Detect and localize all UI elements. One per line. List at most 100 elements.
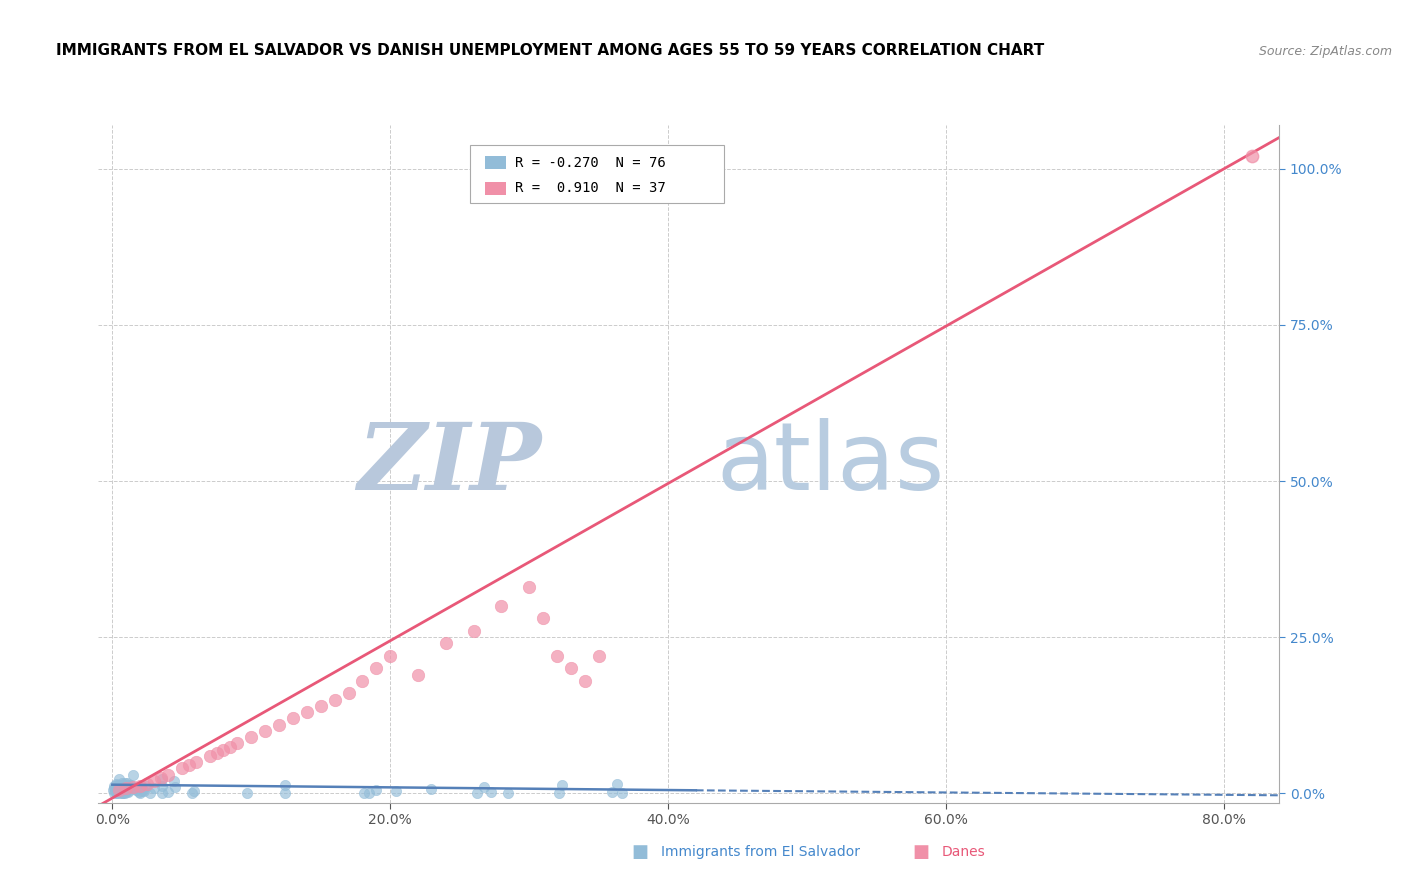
Point <box>108 772 131 787</box>
Point <box>152 772 174 787</box>
Point <box>117 785 139 799</box>
Point <box>103 780 125 795</box>
Point <box>1240 149 1263 163</box>
Point <box>112 782 135 797</box>
Point <box>129 783 152 797</box>
Text: IMMIGRANTS FROM EL SALVADOR VS DANISH UNEMPLOYMENT AMONG AGES 55 TO 59 YEARS COR: IMMIGRANTS FROM EL SALVADOR VS DANISH UN… <box>56 43 1045 58</box>
Point <box>111 786 134 800</box>
Point <box>240 730 263 744</box>
Point <box>104 784 127 798</box>
Point <box>129 779 152 793</box>
Point <box>135 779 157 793</box>
Point <box>353 786 375 800</box>
Point <box>219 739 242 754</box>
Point <box>108 783 131 797</box>
Point <box>107 786 129 800</box>
Point <box>108 779 131 793</box>
Point <box>323 692 346 706</box>
Point <box>463 624 485 638</box>
Point <box>122 780 145 794</box>
FancyBboxPatch shape <box>471 145 724 202</box>
Point <box>117 783 139 797</box>
Point <box>212 742 235 756</box>
Point <box>125 783 148 797</box>
Point <box>114 780 136 794</box>
Point <box>600 785 623 799</box>
Point <box>149 771 172 785</box>
Point <box>366 661 388 675</box>
Point <box>156 767 179 781</box>
Point <box>143 773 166 788</box>
Point <box>198 748 221 763</box>
Point <box>142 780 165 795</box>
Point <box>105 786 128 800</box>
Point <box>114 786 136 800</box>
Point <box>295 705 318 719</box>
Point <box>108 778 131 792</box>
Point <box>384 783 406 797</box>
Point <box>163 774 186 789</box>
Point <box>132 784 155 798</box>
Point <box>184 755 207 769</box>
Point <box>112 785 135 799</box>
Point <box>177 758 200 772</box>
Point <box>352 673 374 688</box>
Point <box>105 777 128 791</box>
Point <box>114 776 136 790</box>
Point <box>547 786 569 800</box>
Text: Immigrants from El Salvador: Immigrants from El Salvador <box>661 845 860 859</box>
Point <box>118 778 141 792</box>
Point <box>517 580 540 594</box>
Point <box>103 786 125 800</box>
Point <box>496 786 519 800</box>
Point <box>274 778 297 792</box>
Point <box>274 786 297 800</box>
Point <box>103 779 125 793</box>
Point <box>180 785 202 799</box>
Text: Source: ZipAtlas.com: Source: ZipAtlas.com <box>1258 45 1392 58</box>
Point <box>112 785 135 799</box>
Point <box>136 777 159 791</box>
Point <box>546 648 568 663</box>
Point <box>183 784 205 798</box>
FancyBboxPatch shape <box>485 156 506 169</box>
Point <box>364 782 387 797</box>
Text: ■: ■ <box>912 843 929 861</box>
Point <box>380 648 402 663</box>
Point <box>205 746 228 760</box>
Point <box>112 779 135 793</box>
Point <box>465 785 488 799</box>
Text: Danes: Danes <box>942 845 986 859</box>
Point <box>472 780 495 794</box>
Point <box>434 636 457 650</box>
Text: R =  0.910  N = 37: R = 0.910 N = 37 <box>516 181 666 195</box>
Point <box>111 775 134 789</box>
Point <box>357 786 380 800</box>
Point <box>612 786 634 800</box>
Point <box>150 786 173 800</box>
Point <box>170 761 193 775</box>
Point <box>111 786 134 800</box>
Point <box>267 717 290 731</box>
Point <box>120 779 142 793</box>
Point <box>117 778 139 792</box>
Point <box>124 781 146 796</box>
Point <box>163 780 186 794</box>
Point <box>337 686 360 700</box>
Point <box>254 723 277 738</box>
Point <box>236 785 259 799</box>
Text: ZIP: ZIP <box>357 419 541 508</box>
Point <box>108 781 131 796</box>
Point <box>491 599 513 613</box>
Point <box>406 667 429 681</box>
Point <box>128 782 150 797</box>
Point <box>111 783 134 797</box>
Point <box>150 779 173 793</box>
Point <box>139 786 162 800</box>
Point <box>118 780 141 795</box>
Point <box>606 777 628 791</box>
Point <box>309 698 332 713</box>
Point <box>122 768 145 782</box>
Point <box>531 611 554 625</box>
Point <box>105 778 128 792</box>
